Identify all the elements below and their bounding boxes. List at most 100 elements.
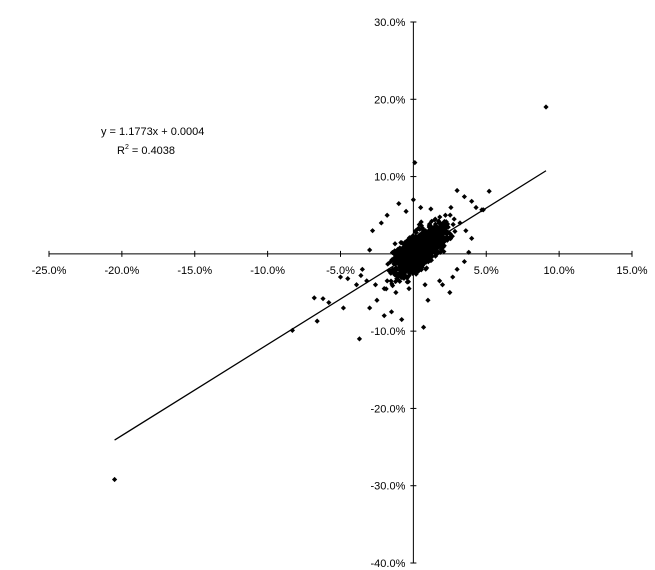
data-point	[413, 247, 419, 254]
data-point	[437, 278, 443, 284]
scatter-points	[111, 104, 549, 483]
data-point	[438, 221, 444, 227]
data-point	[367, 305, 373, 311]
data-point	[412, 233, 419, 239]
data-point	[392, 272, 399, 278]
r-squared-text: R2 = 0.4038	[117, 144, 175, 157]
data-point	[463, 228, 469, 234]
data-point	[421, 227, 427, 234]
data-point	[450, 274, 456, 280]
data-point	[442, 226, 448, 232]
data-point	[486, 188, 492, 194]
data-point	[427, 233, 433, 239]
data-point	[417, 226, 423, 232]
data-point	[452, 228, 458, 234]
data-point	[433, 239, 439, 245]
data-point	[407, 269, 413, 275]
data-point	[402, 244, 408, 251]
data-point	[389, 257, 395, 263]
data-point	[438, 231, 444, 237]
chart-axes: -25.0% -20.0% -15.0% -10.0% -5.0% 5.0% 10.0% 15…	[32, 17, 648, 570]
data-point	[381, 313, 387, 319]
data-point	[428, 206, 434, 212]
data-point	[340, 305, 347, 311]
data-point	[392, 248, 398, 254]
data-point	[417, 257, 423, 264]
data-point	[419, 254, 426, 261]
data-point	[425, 251, 431, 257]
x-tick-label: 5.0%	[474, 265, 499, 277]
data-point	[433, 249, 439, 255]
data-point	[289, 327, 296, 333]
data-point	[436, 237, 442, 244]
y-tick-label: -10.0%	[371, 326, 406, 338]
data-point	[374, 297, 380, 303]
data-point	[406, 286, 412, 292]
data-point	[469, 235, 475, 241]
data-point	[399, 316, 405, 323]
data-point	[399, 250, 405, 256]
data-point	[447, 231, 453, 237]
data-point	[402, 264, 408, 270]
data-point	[411, 265, 417, 271]
data-point	[392, 266, 398, 273]
data-point	[413, 271, 419, 277]
data-point	[428, 257, 434, 263]
data-point	[381, 286, 387, 292]
data-point	[442, 212, 449, 218]
data-point	[359, 266, 365, 272]
data-point	[395, 246, 401, 253]
data-point	[402, 272, 408, 279]
data-point	[418, 267, 424, 273]
data-point	[441, 235, 447, 241]
data-point	[422, 282, 428, 288]
data-point	[326, 299, 332, 306]
data-point	[378, 220, 384, 226]
data-point	[473, 204, 479, 211]
data-point	[437, 249, 443, 256]
data-point	[428, 249, 434, 256]
x-tick-label: -20.0%	[104, 265, 139, 277]
data-point	[437, 214, 443, 220]
data-point	[395, 251, 401, 257]
x-tick-label: 15.0%	[616, 265, 647, 277]
data-point	[454, 266, 460, 272]
data-point	[451, 216, 457, 222]
data-point	[398, 239, 404, 246]
data-point	[345, 275, 351, 282]
data-point	[311, 295, 317, 301]
data-point	[393, 256, 399, 263]
data-point	[395, 254, 401, 260]
data-point	[422, 253, 428, 259]
data-point	[358, 272, 364, 279]
y-tick-label: -20.0%	[371, 403, 406, 415]
data-point	[424, 255, 430, 261]
data-point	[435, 243, 441, 249]
data-point	[439, 242, 445, 248]
data-point	[393, 278, 399, 285]
data-point	[412, 160, 418, 166]
data-point	[429, 218, 435, 224]
data-point	[441, 243, 447, 249]
data-point	[423, 235, 429, 241]
data-point	[421, 230, 427, 236]
data-point	[401, 241, 407, 247]
data-point	[439, 237, 446, 243]
data-point	[543, 104, 549, 110]
data-point	[417, 251, 423, 257]
data-point	[389, 282, 396, 289]
data-point	[406, 261, 412, 267]
data-point	[356, 336, 363, 342]
data-point	[111, 476, 118, 483]
trendline-group	[114, 170, 547, 441]
data-point	[407, 248, 413, 255]
data-point	[435, 218, 442, 225]
data-point	[426, 230, 432, 236]
data-point	[320, 296, 326, 302]
data-point	[410, 197, 416, 203]
trendline-equation: y = 1.1773x + 0.0004 R2 = 0.4038	[101, 126, 204, 157]
equation-text: y = 1.1773x + 0.0004	[101, 126, 204, 138]
data-point	[405, 279, 412, 285]
data-point	[420, 324, 427, 330]
data-point	[397, 267, 403, 273]
